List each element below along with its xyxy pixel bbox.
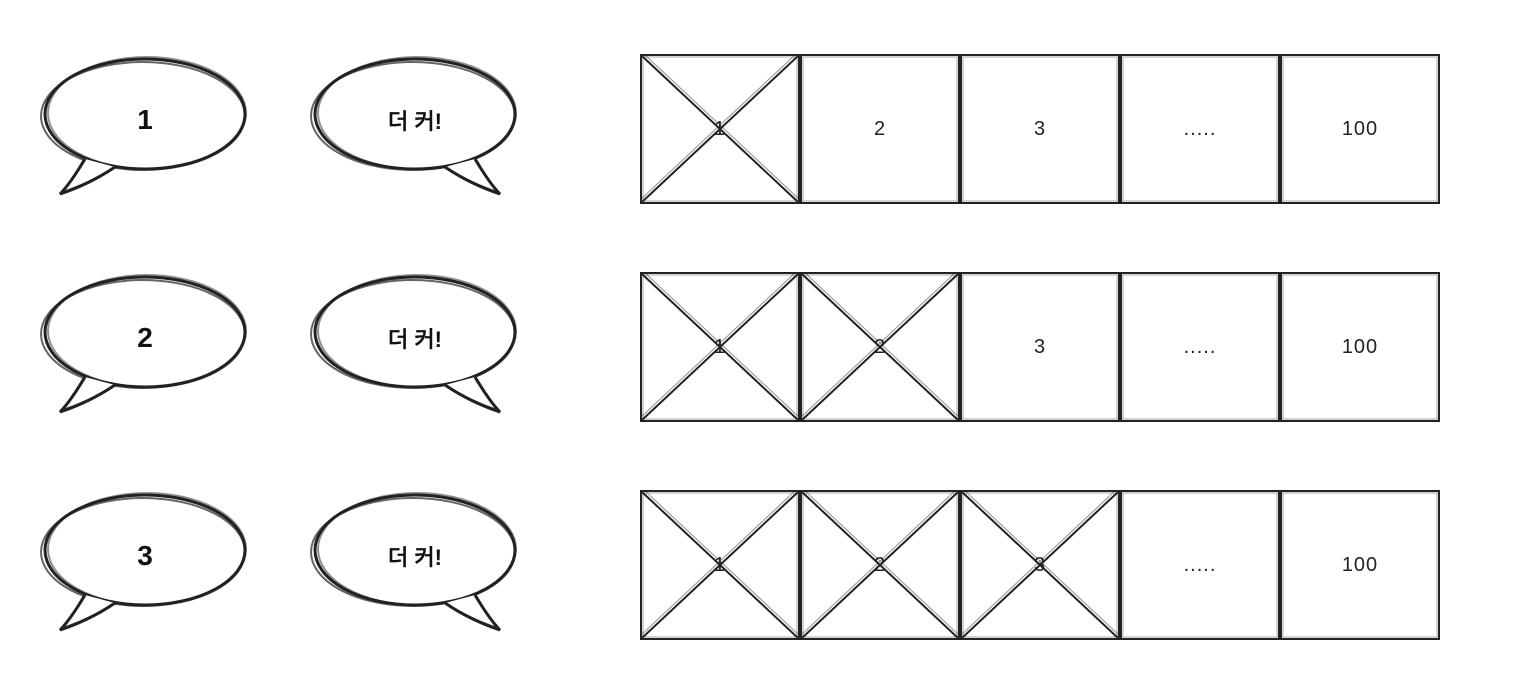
cell-label: 100 — [1342, 554, 1378, 577]
guess-bubble: 2 — [30, 262, 260, 432]
diagram-row: 3 더 커! 1 2 3..... 100 — [30, 456, 1490, 674]
cell: 100 — [1280, 272, 1440, 422]
cell-crossed: 1 — [640, 490, 800, 640]
diagram-root: 1 더 커!123.....100 2 더 커!123.....100 3 — [30, 20, 1490, 674]
cell-label: 1 — [714, 554, 726, 577]
guess-bubble-text: 1 — [137, 104, 153, 136]
cell-label: 2 — [874, 118, 886, 141]
response-bubble: 더 커! — [300, 480, 530, 650]
cell-label: ..... — [1184, 554, 1217, 577]
cell: 3 — [960, 272, 1120, 422]
diagram-row: 2 더 커! 1 2 3..... 100 — [30, 238, 1490, 456]
response-bubble: 더 커! — [300, 262, 530, 432]
cell-label: 3 — [1034, 554, 1046, 577]
bubbles-group: 2 더 커! — [30, 262, 570, 432]
response-bubble: 더 커! — [300, 44, 530, 214]
cell-label: ..... — [1184, 336, 1217, 359]
response-bubble-text: 더 커! — [388, 322, 442, 354]
cell-crossed: 1 — [640, 54, 800, 204]
cell-crossed: 2 — [800, 272, 960, 422]
cell-label: 1 — [714, 336, 726, 359]
cell-label: 2 — [874, 336, 886, 359]
cell: 100 — [1280, 54, 1440, 204]
cell: ..... — [1120, 54, 1280, 204]
cell-label: 1 — [714, 118, 726, 141]
response-bubble-text: 더 커! — [388, 540, 442, 572]
cell-crossed: 1 — [640, 272, 800, 422]
cell-label: 100 — [1342, 336, 1378, 359]
cell-crossed: 2 — [800, 490, 960, 640]
cell: ..... — [1120, 490, 1280, 640]
cell-label: 3 — [1034, 118, 1046, 141]
response-bubble-text: 더 커! — [388, 104, 442, 136]
guess-bubble: 3 — [30, 480, 260, 650]
bubbles-group: 3 더 커! — [30, 480, 570, 650]
cell: 2 — [800, 54, 960, 204]
cell-label: 3 — [1034, 336, 1046, 359]
guess-bubble-text: 2 — [137, 322, 153, 354]
cell-strip: 1 2 3..... 100 — [640, 272, 1440, 422]
cell-strip: 1 2 3..... 100 — [640, 490, 1440, 640]
cell-label: ..... — [1184, 118, 1217, 141]
bubbles-group: 1 더 커! — [30, 44, 570, 214]
guess-bubble: 1 — [30, 44, 260, 214]
cell: 3 — [960, 54, 1120, 204]
cell: 100 — [1280, 490, 1440, 640]
guess-bubble-text: 3 — [137, 540, 153, 572]
diagram-row: 1 더 커!123.....100 — [30, 20, 1490, 238]
cell: ..... — [1120, 272, 1280, 422]
cell-label: 2 — [874, 554, 886, 577]
cell-crossed: 3 — [960, 490, 1120, 640]
cell-strip: 1 2 3..... 100 — [640, 54, 1440, 204]
cell-label: 100 — [1342, 118, 1378, 141]
